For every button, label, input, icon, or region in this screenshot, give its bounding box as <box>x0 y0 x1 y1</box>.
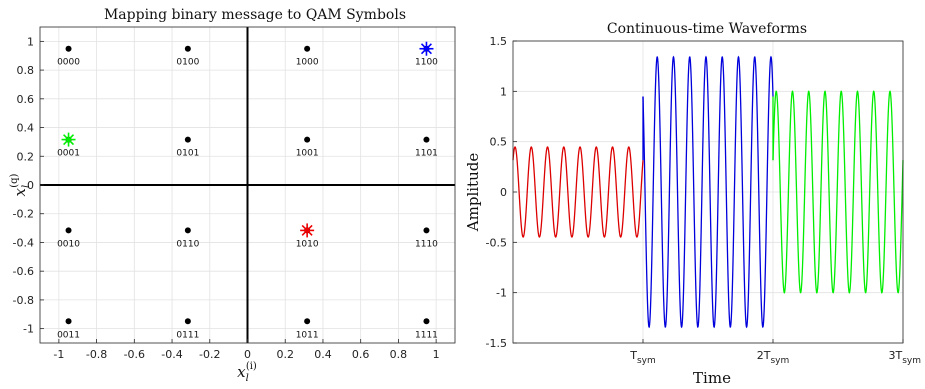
y-tick-label: -0.5 <box>486 236 507 249</box>
series <box>512 55 904 329</box>
x-tick-label: -1 <box>53 348 64 361</box>
bit-label: 1111 <box>415 330 438 340</box>
y-tick-label: 1 <box>27 35 34 48</box>
x-axis-label: Time <box>693 369 731 387</box>
y-tick-label: -0.8 <box>13 294 34 307</box>
x-tick-label: 0.2 <box>276 348 294 361</box>
bit-label: 0001 <box>57 149 80 159</box>
y-tick-label: 0 <box>27 179 34 192</box>
y-tick-label: -1 <box>23 323 34 336</box>
bit-label: 1101 <box>415 149 438 159</box>
y-tick-label: -1.5 <box>486 337 507 350</box>
highlighted-symbol-marker <box>61 132 76 147</box>
x-tick-main: 2T <box>757 349 771 362</box>
bit-label: 0110 <box>176 239 199 249</box>
x-tick-label: 0.4 <box>314 348 332 361</box>
constellation-point <box>184 136 191 143</box>
x-tick-main: T <box>629 349 637 362</box>
bit-label: 1001 <box>296 149 319 159</box>
bit-label: 0101 <box>176 149 199 159</box>
constellation-point <box>423 318 430 325</box>
axes <box>40 27 455 343</box>
x-tick-label: 2Tsym <box>757 349 790 366</box>
bit-label: 1011 <box>296 330 319 340</box>
waveform-line <box>512 146 644 238</box>
x-tick-label: 0.6 <box>352 348 370 361</box>
y-tick-label: 1.5 <box>490 35 508 48</box>
bit-label: 0111 <box>176 330 199 340</box>
bit-label: 1100 <box>415 58 438 68</box>
plot-frame <box>512 40 904 344</box>
y-tick-label: -0.6 <box>13 265 34 278</box>
waveform-chart: Continuous-time Waveforms -1.5 -1 -0.5 0 0.5… <box>464 21 921 387</box>
x-tick-label: 0.8 <box>390 348 408 361</box>
x-tick-label: 3Tsym <box>888 349 921 366</box>
y-tick-label: -1 <box>496 287 507 300</box>
constellation-point <box>423 136 430 143</box>
y-tick-label: 0.5 <box>490 136 508 149</box>
x-tick-label: -0.4 <box>161 348 182 361</box>
bit-label: 1000 <box>296 58 319 68</box>
y-axis-label: xl(q) <box>9 173 32 196</box>
constellation-point <box>304 136 311 143</box>
x-tick-main: 3T <box>888 349 902 362</box>
plot-frame <box>39 26 456 344</box>
constellation-point <box>65 318 72 325</box>
chart-title: Continuous-time Waveforms <box>607 21 807 37</box>
x-tick-label: -0.6 <box>124 348 145 361</box>
constellation-point <box>423 227 430 234</box>
y-tick-label: 0.6 <box>17 93 35 106</box>
bit-label: 1110 <box>415 239 438 249</box>
constellation-point <box>65 227 72 234</box>
y-tick-label: 0.4 <box>17 122 35 135</box>
constellation-point <box>184 318 191 325</box>
constellation-point <box>304 318 311 325</box>
x-tick-sub: sym <box>902 356 921 366</box>
y-tick-label: -0.2 <box>13 208 34 221</box>
bit-label: 1010 <box>296 239 319 249</box>
x-tick-sub: sym <box>770 356 789 366</box>
x-tick-label: -0.2 <box>199 348 220 361</box>
y-tick-label: 0.8 <box>17 64 35 77</box>
constellation-point <box>304 45 311 52</box>
y-tick-label: 0 <box>500 186 507 199</box>
waveform-line <box>772 90 904 294</box>
tick-labels: -1 -0.8 -0.6 -0.4 -0.2 0 0.2 0.4 0.6 0.8 1 -1 -0.8 -0… <box>13 35 440 361</box>
constellation-point <box>184 227 191 234</box>
y-tick-label: 1 <box>500 85 507 98</box>
y-tick-label: 0.2 <box>17 150 35 163</box>
highlighted-symbol-marker <box>419 41 434 56</box>
x-tick-label: -0.8 <box>86 348 107 361</box>
x-axis-label: xl(i) <box>237 361 257 384</box>
y-tick-label: -0.4 <box>13 236 34 249</box>
qam-constellation-chart: Mapping binary message to QAM Symbols -1… <box>9 7 456 384</box>
x-tick-label: 1 <box>433 348 440 361</box>
constellation-point <box>65 45 72 52</box>
chart-title: Mapping binary message to QAM Symbols <box>104 7 406 23</box>
y-axis-label: Amplitude <box>464 153 482 233</box>
bit-label: 0100 <box>176 58 199 68</box>
points: 0000 0100 1000 1100 0001 0101 1001 1101 0010 0110… <box>57 41 438 340</box>
bit-label: 0010 <box>57 239 80 249</box>
constellation-point <box>184 45 191 52</box>
bit-label: 0011 <box>57 330 80 340</box>
x-tick-sub: sym <box>637 356 656 366</box>
highlighted-symbol-marker <box>300 223 315 238</box>
bit-label: 0000 <box>57 58 80 68</box>
x-tick-label: 0 <box>244 348 251 361</box>
waveform-line <box>642 55 774 329</box>
x-tick-label: Tsym <box>629 349 656 366</box>
